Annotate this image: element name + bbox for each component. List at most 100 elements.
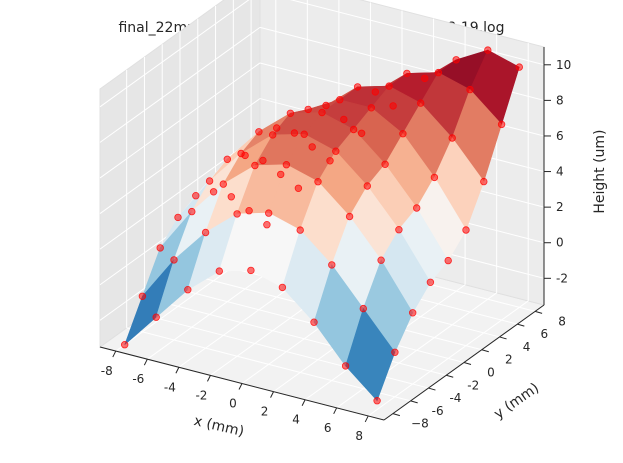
- data-point: [278, 283, 287, 292]
- data-point: [219, 180, 227, 188]
- data-point: [462, 226, 470, 234]
- data-point: [310, 318, 318, 326]
- data-point: [294, 184, 303, 192]
- data-point: [201, 228, 210, 237]
- x-tick: [301, 399, 306, 406]
- y-tick: [463, 362, 472, 365]
- data-point: [265, 209, 273, 217]
- z-tick-label: 2: [556, 200, 564, 214]
- x-tick: [143, 358, 148, 366]
- data-point: [391, 348, 399, 356]
- data-point: [363, 182, 371, 190]
- y-tick-label: 0: [487, 366, 495, 380]
- y-axis-label: y (mm): [491, 380, 542, 422]
- data-point: [227, 193, 235, 201]
- z-tick-label: 0: [556, 236, 564, 250]
- data-point: [233, 210, 241, 218]
- data-point: [353, 83, 362, 91]
- y-tick-label: 2: [505, 353, 513, 367]
- data-point: [188, 207, 196, 216]
- data-point: [357, 129, 366, 137]
- y-tick-label: 8: [558, 314, 566, 328]
- data-point: [156, 244, 164, 252]
- data-point: [318, 108, 326, 117]
- x-axis-label: x (mm): [192, 413, 245, 440]
- data-point: [120, 341, 129, 349]
- data-point: [434, 68, 443, 77]
- data-point: [255, 128, 263, 136]
- data-point: [170, 256, 178, 264]
- y-tick: [534, 310, 543, 314]
- data-point: [304, 105, 312, 114]
- y-tick-label: 4: [523, 340, 531, 354]
- data-point: [296, 226, 304, 234]
- gridline-z: [99, 26, 261, 143]
- y-tick-label: −8: [411, 417, 429, 431]
- z-tick-label: -2: [556, 271, 568, 285]
- x-tick: [175, 367, 180, 374]
- data-point: [263, 220, 271, 229]
- x-tick: [238, 383, 243, 390]
- data-point: [409, 309, 417, 317]
- z-tick-label: 10: [556, 58, 571, 72]
- y-tick: [446, 374, 454, 378]
- x-tick: [364, 415, 369, 423]
- data-point: [277, 170, 285, 179]
- data-point: [340, 115, 348, 124]
- data-point: [152, 313, 160, 321]
- data-point: [515, 63, 523, 71]
- data-point: [345, 212, 354, 221]
- data-point: [389, 102, 397, 110]
- y-tick-label: 6: [541, 327, 549, 341]
- data-point: [223, 155, 231, 163]
- data-point: [417, 99, 425, 107]
- x-tick-label: -2: [195, 388, 207, 402]
- data-point: [371, 88, 379, 96]
- gridline-z: [99, 62, 261, 179]
- data-point: [444, 256, 452, 265]
- x-tick-label: 4: [292, 413, 300, 427]
- data-point: [184, 286, 192, 294]
- data-point: [215, 267, 223, 275]
- data-point: [174, 213, 182, 222]
- y-tick: [499, 336, 507, 340]
- x-tick-label: 6: [324, 421, 332, 435]
- data-point: [480, 177, 488, 186]
- data-point: [247, 266, 255, 275]
- gridline-z: [99, 133, 261, 250]
- data-point: [385, 82, 393, 90]
- data-point: [497, 120, 506, 129]
- data-point: [322, 101, 330, 110]
- data-point: [403, 69, 411, 78]
- y-tick-label: -2: [467, 378, 479, 392]
- data-point: [300, 130, 308, 138]
- x-tick: [333, 407, 338, 415]
- y-tick: [481, 349, 489, 353]
- x-tick-label: 0: [229, 397, 237, 411]
- data-point: [138, 292, 147, 300]
- x-tick-label: -4: [164, 380, 176, 394]
- z-tick-label: 8: [556, 93, 564, 107]
- data-point: [326, 157, 334, 165]
- x-tick-label: 8: [355, 429, 363, 443]
- y-tick: [428, 387, 436, 391]
- data-point: [314, 177, 322, 186]
- y-tick-label: -4: [449, 391, 461, 405]
- data-point: [452, 56, 460, 64]
- z-axis-label: Height (um): [592, 129, 608, 213]
- z-tick-label: 4: [556, 165, 564, 179]
- data-point: [241, 151, 249, 160]
- data-point: [269, 131, 277, 139]
- data-point: [373, 397, 381, 405]
- gridline-z: [99, 98, 261, 214]
- data-point: [286, 109, 295, 117]
- gridline-z: [289, 0, 545, 66]
- x-tick-label: -8: [101, 364, 113, 378]
- data-point: [349, 125, 358, 134]
- data-point: [245, 206, 253, 215]
- data-point: [209, 188, 218, 196]
- z-tick-label: 6: [556, 129, 564, 143]
- data-point: [259, 156, 267, 165]
